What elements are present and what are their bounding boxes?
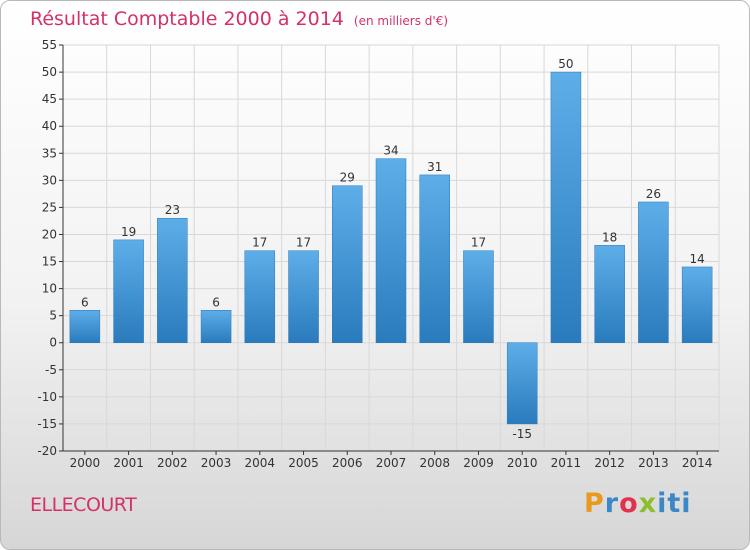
y-tick-label: 20 — [42, 227, 57, 241]
data-label-2012: 18 — [602, 230, 617, 244]
bar-2000 — [69, 310, 101, 343]
y-tick-label: 50 — [42, 65, 57, 79]
y-tick-label: 25 — [42, 200, 57, 214]
x-tick-label: 2001 — [113, 456, 144, 470]
bar-2001 — [113, 239, 144, 343]
title-row: Résultat Comptable 2000 à 2014 (en millie… — [30, 8, 448, 30]
y-tick-label: 40 — [42, 119, 57, 133]
data-label-2001: 19 — [121, 225, 136, 239]
x-tick-label: 2000 — [70, 456, 101, 470]
x-tick-label: 2002 — [157, 456, 188, 470]
data-label-2008: 31 — [427, 160, 442, 174]
bar-2009 — [463, 250, 494, 343]
x-tick-label: 2010 — [507, 456, 538, 470]
bar-2003 — [200, 310, 232, 343]
data-label-2011: 50 — [558, 57, 573, 71]
chart-title: Résultat Comptable 2000 à 2014 — [30, 8, 344, 30]
x-tick-label: 2006 — [332, 456, 363, 470]
x-tick-label: 2009 — [463, 456, 494, 470]
y-tick-label: 5 — [49, 309, 57, 323]
data-label-2013: 26 — [646, 187, 661, 201]
bar-2008 — [419, 174, 450, 343]
proxiti-logo: Proxiti — [584, 488, 692, 519]
data-label-2004: 17 — [252, 236, 267, 250]
data-label-2005: 17 — [296, 236, 311, 250]
x-tick-label: 2011 — [551, 456, 582, 470]
y-tick-label: 15 — [42, 255, 57, 269]
bar-2011 — [550, 71, 582, 343]
bar-2006 — [332, 185, 363, 343]
bar-2012 — [594, 245, 625, 343]
commune-name: ELLECOURT — [30, 494, 137, 516]
bar-2002 — [157, 217, 188, 343]
bar-2013 — [638, 201, 669, 343]
y-tick-label: -10 — [37, 390, 57, 404]
data-label-2014: 14 — [689, 252, 704, 266]
bar-2014 — [681, 266, 713, 343]
data-label-2003: 6 — [212, 295, 220, 309]
data-label-2006: 29 — [340, 171, 355, 185]
y-tick-label: 45 — [42, 92, 57, 106]
chart-subtitle: (en milliers d'€) — [353, 14, 449, 28]
y-tick-label: -20 — [37, 444, 57, 458]
x-tick-label: 2007 — [376, 456, 407, 470]
bar-2010 — [506, 342, 538, 425]
y-tick-label: -15 — [37, 417, 57, 431]
data-label-2009: 17 — [471, 236, 486, 250]
bar-2004 — [244, 250, 276, 343]
x-tick-label: 2014 — [682, 456, 713, 470]
data-label-2010: -15 — [512, 427, 532, 441]
y-tick-label: 0 — [49, 336, 57, 350]
x-tick-label: 2004 — [245, 456, 276, 470]
y-tick-label: 35 — [42, 146, 57, 160]
x-tick-label: 2008 — [419, 456, 450, 470]
x-tick-label: 2012 — [594, 456, 625, 470]
x-tick-label: 2003 — [201, 456, 232, 470]
y-tick-label: 10 — [42, 282, 57, 296]
bar-2007 — [375, 158, 407, 343]
data-label-2000: 6 — [81, 295, 89, 309]
data-label-2002: 23 — [165, 203, 180, 217]
x-tick-label: 2013 — [638, 456, 669, 470]
bar-2005 — [288, 250, 319, 343]
x-tick-label: 2005 — [288, 456, 319, 470]
y-tick-label: 30 — [42, 173, 57, 187]
data-label-2007: 34 — [383, 144, 398, 158]
y-tick-label: 55 — [42, 38, 57, 52]
y-tick-label: -5 — [45, 363, 57, 377]
